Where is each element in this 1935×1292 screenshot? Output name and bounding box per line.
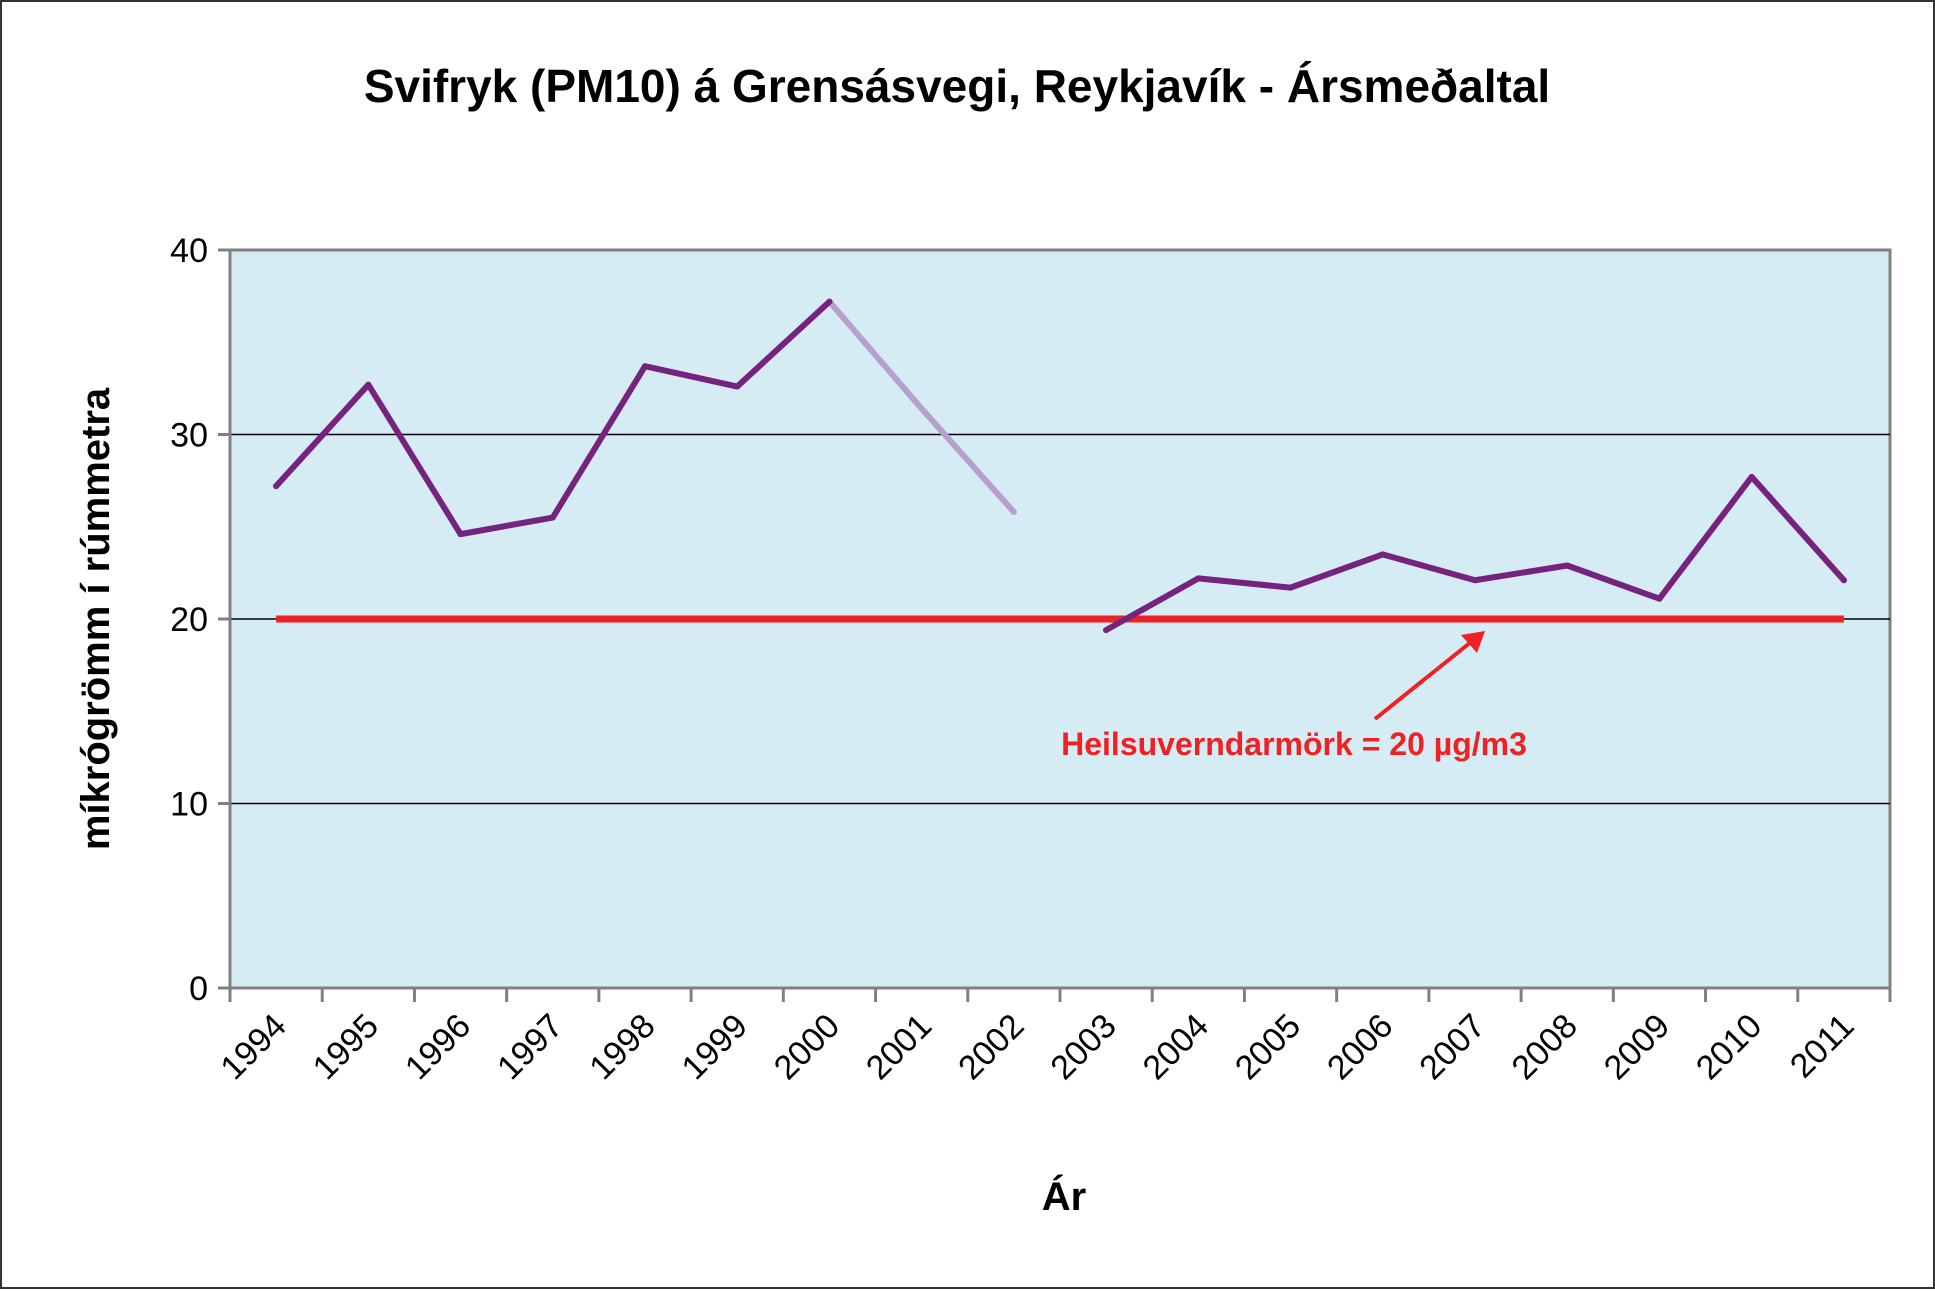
data-point xyxy=(457,531,464,538)
x-tick-label: 2009 xyxy=(1597,1007,1677,1087)
y-tick-label: 10 xyxy=(170,786,208,824)
x-tick-label: 1994 xyxy=(213,1007,293,1087)
data-point xyxy=(365,381,372,388)
x-tick-label: 1998 xyxy=(582,1007,662,1087)
data-point xyxy=(734,383,741,390)
data-point xyxy=(642,363,648,370)
data-point xyxy=(273,483,280,490)
y-tick-label: 20 xyxy=(170,601,208,639)
data-point xyxy=(1472,577,1478,584)
x-tick-label: 1995 xyxy=(306,1007,386,1087)
x-tick-label: 2011 xyxy=(1783,1007,1862,1086)
data-point xyxy=(549,514,556,521)
annotation-arrow xyxy=(1373,640,1473,721)
y-axis-ticks: 0 10 20 30 40 xyxy=(170,232,230,1008)
data-point xyxy=(826,298,833,305)
x-tick-label: 2008 xyxy=(1505,1007,1585,1087)
data-point xyxy=(1564,562,1571,569)
x-tick-label: 2002 xyxy=(951,1007,1031,1087)
y-axis-label: míkrógrömm í rúmmetra xyxy=(74,387,118,850)
data-point xyxy=(1379,551,1386,558)
data-series xyxy=(273,298,1847,634)
x-tick-label: 2000 xyxy=(767,1007,847,1087)
x-tick-label: 2001 xyxy=(859,1007,939,1087)
annotation-arrow-head xyxy=(1461,631,1485,653)
reference-line-label: Heilsuverndarmörk = 20 µg/m3 xyxy=(1061,726,1527,762)
x-tick-label: 1996 xyxy=(398,1007,478,1087)
data-point xyxy=(1748,473,1755,480)
x-tick-label: 1999 xyxy=(675,1007,755,1087)
y-tick-label: 0 xyxy=(189,970,208,1008)
x-tick-label: 2010 xyxy=(1689,1007,1769,1087)
data-point xyxy=(1195,575,1202,582)
x-tick-label: 2003 xyxy=(1043,1007,1123,1087)
x-tick-label: 2005 xyxy=(1228,1007,1308,1087)
x-tick-label: 2006 xyxy=(1320,1007,1400,1087)
interpolated-segment xyxy=(826,298,1017,515)
x-tick-label: 2004 xyxy=(1136,1007,1216,1087)
x-tick-label: 1997 xyxy=(490,1007,570,1087)
data-point xyxy=(1103,627,1110,634)
x-axis-label: Ár xyxy=(1042,1174,1086,1219)
x-tick-label: 2007 xyxy=(1412,1007,1492,1087)
y-tick-label: 40 xyxy=(170,232,208,270)
x-axis-ticks: 1994 1995 1996 1997 1998 1999 2000 2001 2002 2003… xyxy=(213,988,1892,1087)
data-point xyxy=(1287,584,1294,591)
data-point xyxy=(1840,577,1847,584)
y-tick-label: 30 xyxy=(170,417,208,455)
chart-title: Svifryk (PM10) á Grensásvegi, Reykjavík … xyxy=(364,60,1550,112)
data-point xyxy=(1656,595,1663,602)
